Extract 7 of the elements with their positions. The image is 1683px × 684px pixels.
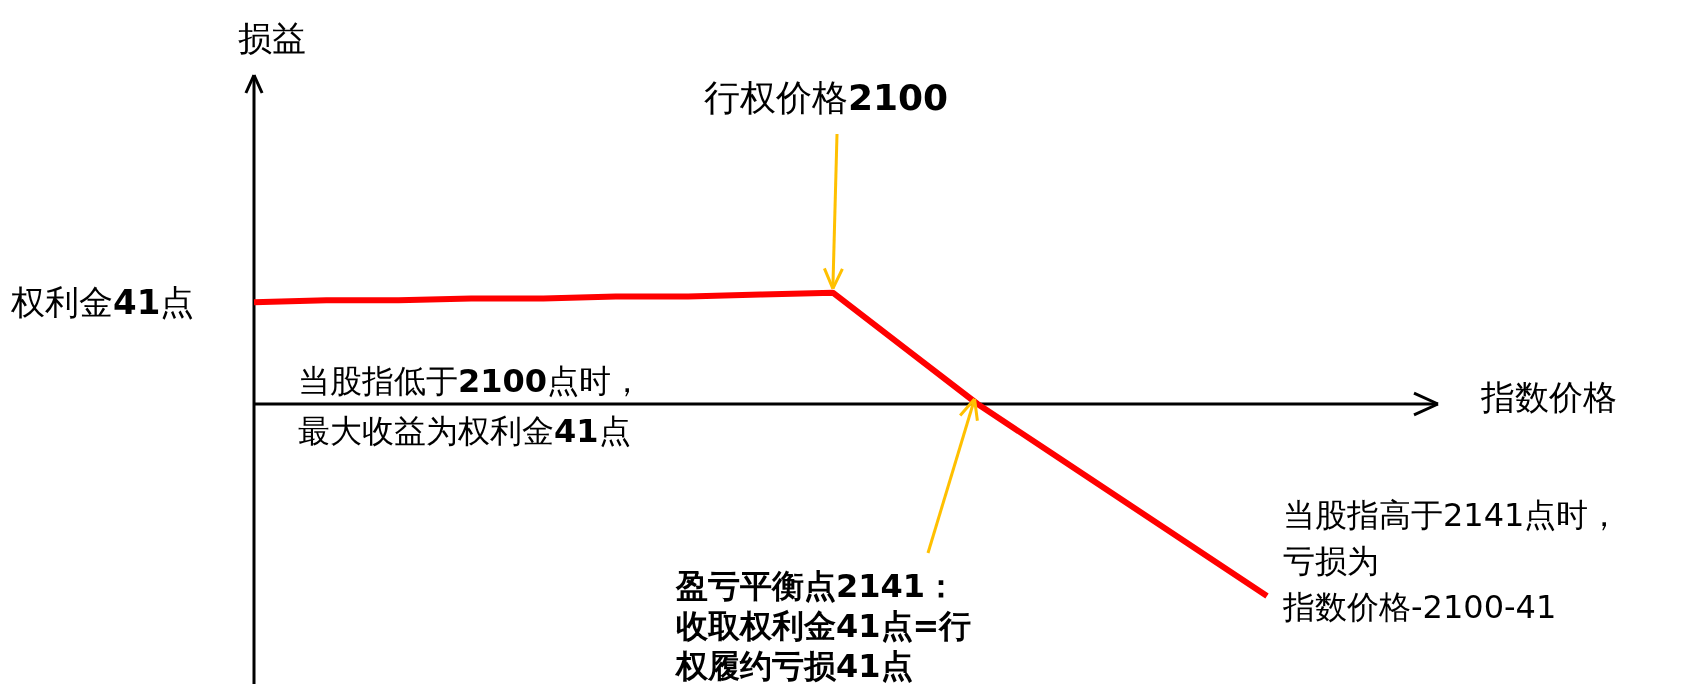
text: 指数价格 [1480,377,1617,417]
text: 行权价格2100 [703,76,949,118]
text: 权利金41点 [10,282,195,323]
text: 损益 [238,18,306,58]
annotation: 当股指高于2141点时，亏损为指数价格-2100-41 [1282,496,1621,626]
annotation: 当股指低于2100点时，最大收益为权利金41点 [298,362,644,450]
annotation: 盈亏平衡点2141：收取权利金41点=行权履约亏损41点 [674,567,972,684]
